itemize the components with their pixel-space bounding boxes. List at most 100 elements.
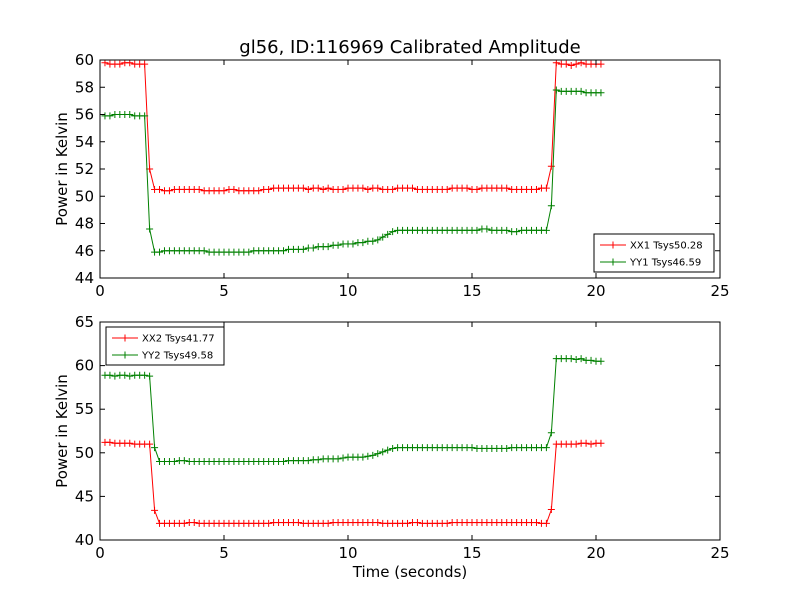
data-point [146, 225, 154, 233]
data-point [106, 371, 114, 379]
y-tick-label: 50 [75, 444, 94, 462]
data-point [319, 185, 327, 193]
data-point [180, 519, 188, 527]
legend-label: XX2 Tsys41.77 [142, 334, 215, 345]
data-point [369, 237, 377, 245]
data-point [577, 87, 585, 95]
data-point [324, 519, 332, 527]
data-point [255, 187, 263, 195]
series-1 [101, 438, 605, 527]
y-tick-label: 45 [75, 487, 94, 505]
data-point [597, 60, 605, 68]
data-point [126, 111, 134, 118]
data-point [180, 457, 188, 465]
data-point [532, 185, 540, 193]
y-tick-label: 55 [75, 400, 94, 418]
y-tick-label: 58 [75, 78, 94, 96]
data-point [190, 519, 198, 527]
data-point [443, 185, 451, 193]
data-point [304, 185, 312, 193]
x-tick-label: 25 [710, 544, 729, 562]
data-point [404, 519, 412, 527]
legend-label: YY1 Tsys46.59 [629, 258, 701, 269]
data-point [513, 228, 521, 236]
legend: XX1 Tsys50.28 YY1 Tsys46.59 [593, 233, 715, 273]
legend-marker [609, 241, 617, 249]
data-point [597, 439, 605, 447]
data-point [389, 185, 397, 193]
data-point [324, 243, 332, 251]
data-point [141, 60, 149, 68]
legend-label: YY2 Tsys49.58 [141, 351, 213, 362]
data-point [299, 184, 307, 192]
data-point [379, 448, 387, 456]
legend-marker [121, 334, 129, 342]
data-point [141, 371, 149, 379]
data-point [116, 60, 124, 68]
data-point [200, 247, 208, 255]
x-tick-label: 10 [338, 544, 357, 562]
data-point [572, 355, 580, 363]
y-tick-label: 65 [75, 313, 94, 331]
data-point [106, 438, 114, 446]
data-point [265, 519, 273, 527]
data-point [374, 519, 382, 527]
figure-title: gl56, ID:116969 Calibrated Amplitude [239, 37, 580, 58]
data-point [384, 446, 392, 454]
y-tick-label: 50 [75, 187, 94, 205]
data-point [577, 355, 585, 363]
x-axis-label: Time (seconds) [352, 563, 468, 581]
y-tick-label: 60 [75, 357, 94, 375]
data-point [389, 444, 397, 452]
data-point [468, 444, 476, 452]
data-point [473, 185, 481, 193]
y-tick-label: 52 [75, 160, 94, 178]
data-point [572, 440, 580, 448]
data-point [170, 458, 178, 466]
data-point [562, 60, 570, 68]
series-2 [101, 86, 605, 256]
data-point [146, 440, 154, 448]
data-point [413, 519, 421, 527]
data-point [146, 372, 154, 380]
x-tick-label: 25 [710, 282, 729, 300]
data-point [230, 185, 238, 193]
data-point [359, 239, 367, 247]
y-tick-label: 40 [75, 531, 94, 549]
y-tick-label: 60 [75, 51, 94, 69]
series-2 [101, 355, 605, 466]
data-point [359, 184, 367, 192]
data-point [547, 202, 555, 210]
y-tick-label: 46 [75, 242, 94, 260]
data-point [156, 248, 164, 256]
y-tick-label: 44 [75, 269, 94, 287]
data-point [339, 454, 347, 462]
x-tick-label: 0 [95, 282, 105, 300]
data-point [280, 247, 288, 255]
data-point [587, 356, 595, 364]
data-point [324, 184, 332, 192]
data-point [389, 228, 397, 236]
data-point [141, 112, 149, 120]
data-point [364, 452, 372, 460]
data-point [542, 184, 550, 192]
data-point [299, 245, 307, 253]
data-point [547, 505, 555, 513]
y-axis-label: Power in Kelvin [53, 112, 71, 226]
legend-marker [609, 258, 617, 266]
data-point [408, 184, 416, 192]
data-point [547, 162, 555, 170]
x-tick-label: 5 [219, 282, 229, 300]
chart-2: 0 5 10 15 20 25 40 45 50 55 60 65 Power in Kelvin Tim… [53, 313, 730, 581]
y-tick-label: 56 [75, 106, 94, 124]
data-point [532, 519, 540, 527]
x-tick-label: 20 [586, 544, 605, 562]
data-point [304, 457, 312, 465]
x-tick-label: 20 [586, 282, 605, 300]
data-point [195, 185, 203, 193]
data-point [314, 456, 322, 464]
y-axis-label: Power in Kelvin [53, 374, 71, 488]
